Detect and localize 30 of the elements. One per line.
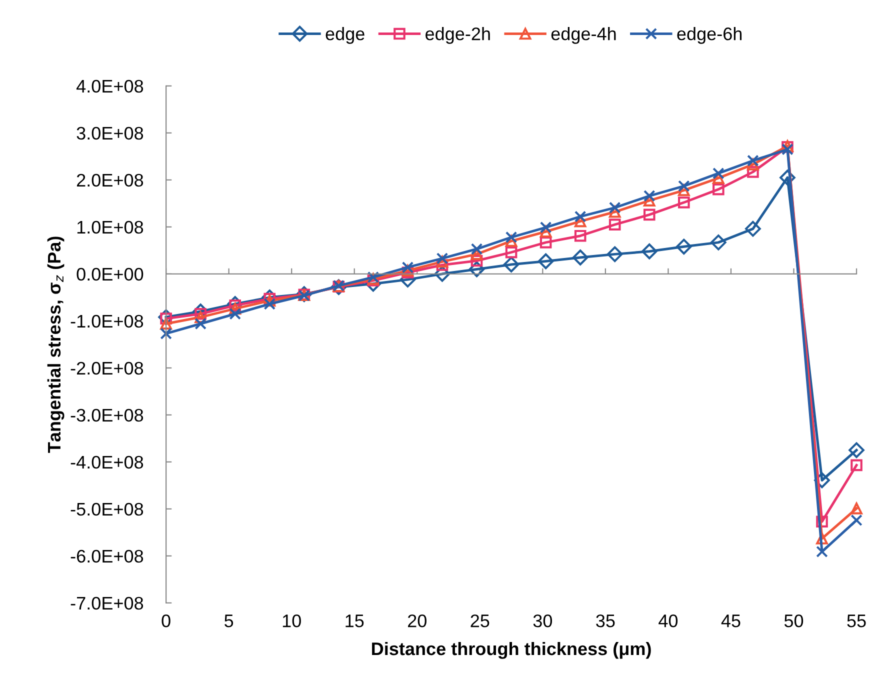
x-tick-label: 5 (224, 614, 234, 628)
x-axis-title: Distance through thickness (μm) (372, 642, 651, 659)
x-tick-label: 15 (346, 614, 364, 628)
y-tick-label: -3.0E+08 (70, 408, 144, 422)
x-tick-label: 55 (847, 614, 866, 628)
legend-label: edge-4h (551, 27, 616, 44)
y-tick-label: 1.0E+08 (77, 220, 144, 234)
y-axis-title: Tangential stress, σ$_{z}$ (Pa) (47, 236, 64, 453)
legend-label: edge-6h (677, 27, 742, 44)
y-tick-label: -5.0E+08 (70, 502, 144, 516)
x-tick-label: 40 (658, 614, 678, 628)
y-tick-label: -4.0E+08 (70, 456, 144, 469)
x-tick-label: 25 (470, 614, 490, 628)
x-tick-label: 10 (282, 614, 301, 628)
y-tick-label: 3.0E+08 (76, 126, 144, 140)
x-tick-label: 45 (721, 614, 740, 628)
x-tick-label: 0 (162, 614, 170, 628)
x-tick-label: 35 (596, 614, 615, 628)
legend-label: edge (326, 27, 364, 44)
y-tick-label: -7.0E+08 (70, 596, 144, 610)
legend-label: edge-2h (426, 27, 490, 44)
x-tick-label: 30 (533, 614, 552, 628)
x-tick-label: 20 (408, 614, 426, 628)
y-tick-label: -6.0E+08 (70, 550, 144, 563)
y-tick-label: 4.0E+08 (76, 80, 144, 93)
y-tick-label: 0.0E+00 (76, 268, 144, 281)
y-tick-label: -1.0E+08 (70, 314, 144, 328)
y-tick-label: -2.0E+08 (70, 362, 144, 375)
y-tick-label: 2.0E+08 (76, 174, 144, 187)
x-tick-label: 50 (784, 614, 804, 628)
